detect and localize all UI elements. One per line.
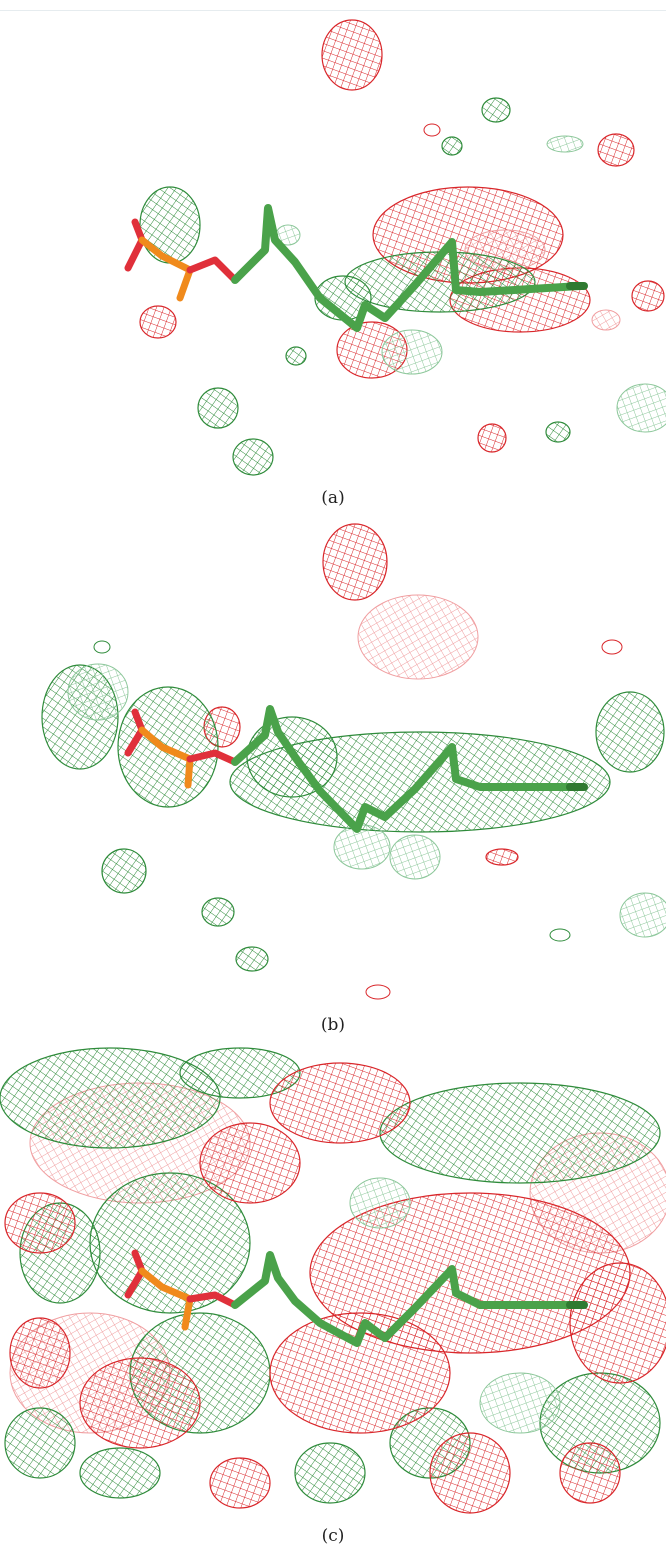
caption-a: (a) (321, 488, 345, 508)
caption-c: (c) (321, 1526, 345, 1546)
ligand-model (124, 705, 588, 833)
density-mesh-green (41, 640, 665, 972)
density-mesh-red (4, 1062, 666, 1514)
density-mesh-green-light (275, 135, 666, 433)
panel-a: (a) (0, 0, 666, 508)
panel-c-image (0, 1047, 666, 1514)
ligand-model (124, 204, 588, 332)
density-mesh-green-light (67, 663, 666, 938)
density-mesh-green-light (349, 1177, 561, 1434)
density-mesh-red (139, 19, 665, 453)
panel-c: (c) (0, 1043, 666, 1553)
top-divider (0, 10, 666, 11)
density-mesh-red-light (357, 594, 479, 680)
density-mesh-green (139, 97, 571, 476)
caption-b: (b) (320, 1015, 346, 1035)
panel-a-image (124, 19, 666, 476)
ligand-model (124, 1249, 588, 1347)
panel-b-image (41, 523, 666, 1000)
panel-b: (b) (0, 517, 666, 1037)
